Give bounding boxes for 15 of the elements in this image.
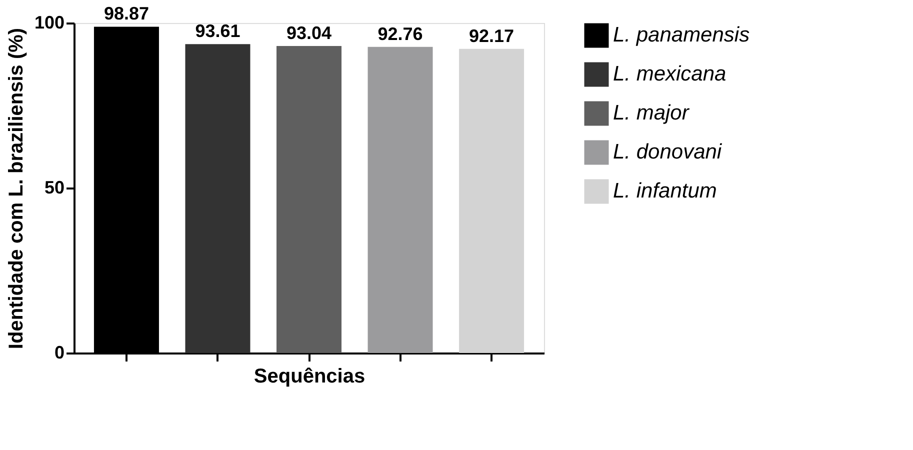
legend-label: L. major [613, 102, 690, 124]
x-axis-title: Sequências [254, 366, 366, 388]
data-label: 92.17 [469, 26, 514, 46]
y-tick-label: 50 [44, 178, 64, 198]
data-label: 93.61 [195, 21, 240, 42]
data-label: 92.76 [378, 24, 423, 44]
data-label: 93.04 [286, 22, 332, 43]
legend-label: L. infantum [613, 180, 717, 202]
y-tick-label: 0 [54, 342, 64, 362]
y-tick-label: 100 [34, 12, 64, 32]
legend-label: L. donovani [613, 140, 723, 164]
legend-label: L. panamensis [613, 24, 750, 46]
data-label: 98.87 [104, 4, 149, 24]
y-axis-title: Identidade com L. braziliensis (%) [5, 28, 28, 350]
legend-label: L. mexicana [613, 62, 726, 86]
